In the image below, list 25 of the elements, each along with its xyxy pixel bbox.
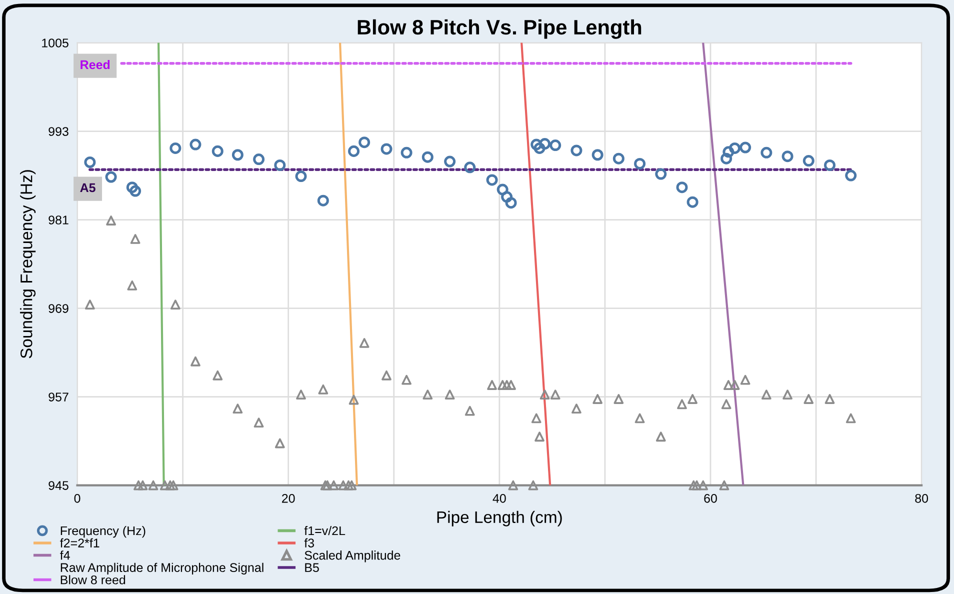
annotation: A5 [80,183,96,192]
y-tick-label: 993 [48,127,68,136]
y-tick-label: 945 [48,481,68,490]
x-tick-label: 20 [282,494,295,503]
legend-label: B5 [305,563,319,572]
y-tick-label: 1005 [42,38,68,48]
x-tick-label: 0 [74,494,80,503]
y-tick-label: 969 [48,304,68,313]
legend-label: f2=2*f1 [60,538,100,548]
x-tick-label: 80 [915,494,928,503]
x-axis-title: Pipe Length (cm) [437,510,562,526]
text: Raw Amplitude of Microphone Signal [60,562,264,574]
y-tick-label: 981 [48,216,68,224]
y-tick-label: 957 [48,392,68,402]
legend-label: f1=v/2L [304,526,346,536]
legend-label: Scaled Amplitude [304,550,400,562]
annotation: Reed [80,60,110,70]
x-tick-label: 60 [704,494,717,503]
chart-title: Blow 8 Pitch Vs. Pipe Length [358,19,642,39]
y-axis-title: Sounding Frequency (Hz) [20,170,36,358]
legend-label: Frequency (Hz) [60,526,146,538]
x-tick-label: 40 [492,494,506,503]
legend-label: f3 [304,538,314,548]
legend-label: f4 [60,550,70,560]
legend-label: Blow 8 reed [60,575,126,584]
